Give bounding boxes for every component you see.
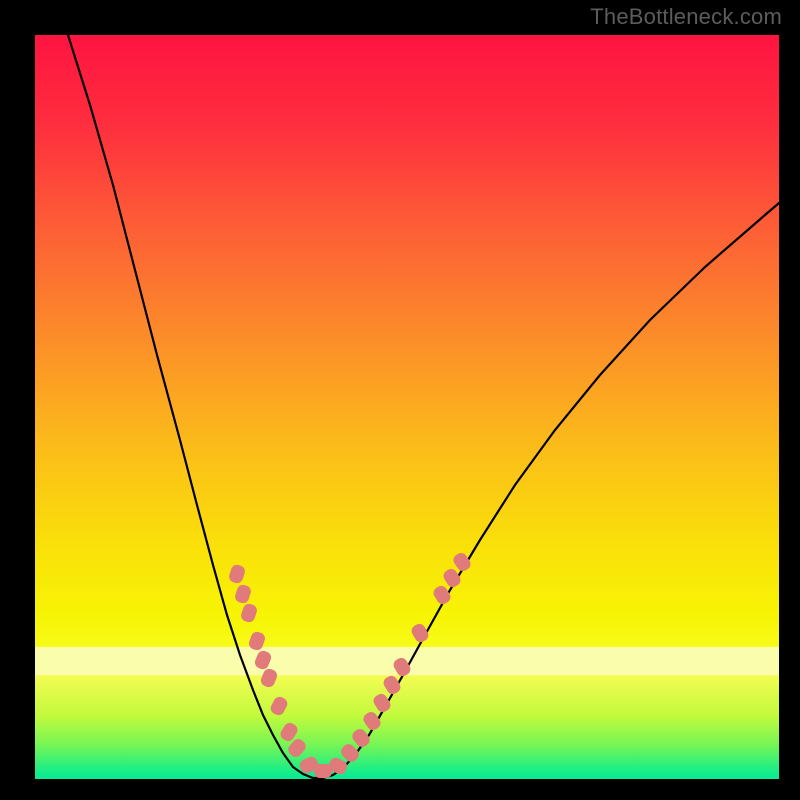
bottleneck-chart <box>0 0 800 800</box>
watermark-text: TheBottleneck.com <box>590 4 782 30</box>
